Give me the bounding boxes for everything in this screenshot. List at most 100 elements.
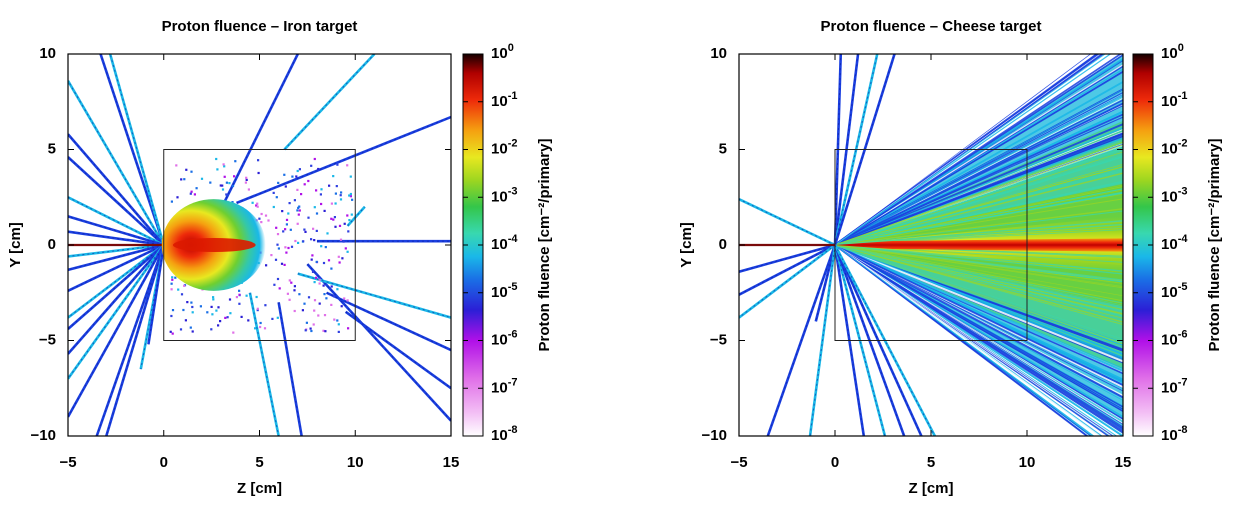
scatter-dot <box>233 175 236 178</box>
scatter-dot <box>318 302 321 305</box>
scatter-dot <box>223 165 226 168</box>
fan-ray-inner <box>834 208 1123 246</box>
scatter-dot <box>283 263 286 266</box>
colorbar-tick-base: 10 <box>491 284 508 301</box>
fan-ray <box>834 54 1099 246</box>
colorbar-tick-base: 10 <box>491 93 508 110</box>
colorbar-tick-base: 10 <box>491 141 508 158</box>
track-line <box>105 244 165 436</box>
fan-ray <box>834 244 1089 436</box>
track-line-texture <box>109 54 165 246</box>
scatter-dot <box>323 314 327 317</box>
scatter-dot <box>256 307 259 310</box>
fan-ray <box>834 54 1106 246</box>
fan-ray <box>834 244 1101 436</box>
scatter-dot <box>282 230 285 233</box>
target-box <box>163 149 356 341</box>
fan-ray-inner <box>834 192 1123 246</box>
scatter-dot <box>244 181 247 184</box>
scatter-dot <box>327 259 331 262</box>
scatter-dot <box>339 194 342 197</box>
colorbar: 10010-110-210-310-410-510-610-710-8Proto… <box>1132 42 1223 444</box>
x-tick-label: 5 <box>255 454 263 471</box>
scatter-dot <box>191 330 194 333</box>
scatter-dot <box>189 326 192 329</box>
scatter-dot <box>263 327 267 330</box>
scatter-dot <box>283 173 286 176</box>
track-line-texture <box>236 116 451 204</box>
scatter-dot <box>176 196 179 199</box>
scatter-dot <box>275 226 278 229</box>
fan-ray <box>834 102 1123 246</box>
colorbar-tick-label: 100 <box>491 42 514 62</box>
track-line-texture <box>767 244 836 436</box>
scatter-dot <box>215 309 218 312</box>
scatter-dot <box>180 178 183 181</box>
track-line-texture <box>100 54 165 246</box>
scatter-dot <box>257 159 260 162</box>
scatter-dot <box>313 309 316 312</box>
fan-ray <box>834 93 1123 246</box>
scatter-dot <box>330 303 333 306</box>
scatter-dot <box>171 278 174 281</box>
scatter-dot <box>293 199 296 202</box>
colorbar-tick-label: 10-5 <box>1161 281 1187 301</box>
scatter-dot <box>330 267 333 270</box>
scatter-dot <box>254 327 257 330</box>
scatter-dot <box>247 319 250 322</box>
scatter-dot <box>245 294 248 297</box>
track-line <box>68 244 165 418</box>
scatter-dot <box>330 285 333 288</box>
scatter-dot <box>171 332 174 335</box>
x-tick-label: 0 <box>160 454 168 471</box>
fan-ray <box>834 244 1123 363</box>
scatter-dot <box>169 330 172 333</box>
colorbar-label: Proton fluence [cm⁻²/primary] <box>1206 139 1223 352</box>
track-line-texture <box>68 80 165 246</box>
y-tick-label: 10 <box>710 45 727 62</box>
colorbar-tick-label: 10-1 <box>491 90 517 110</box>
scatter-dot <box>184 319 187 322</box>
colorbar-tick-exponent: -8 <box>508 424 518 436</box>
fan-ray <box>834 132 1123 246</box>
scatter-dot <box>313 206 316 209</box>
scatter-dot <box>217 324 220 327</box>
scatter-dot <box>332 295 336 298</box>
scatter-dot <box>280 262 284 265</box>
scatter-dot <box>318 282 321 285</box>
target-box <box>834 149 1028 341</box>
scatter-dot <box>276 316 279 319</box>
scatter-dot <box>209 181 212 184</box>
fan-ray-inner <box>834 180 1123 246</box>
fan-ray <box>834 244 1123 421</box>
scatter-dot <box>285 223 288 226</box>
fan-ray-inner <box>834 244 1123 326</box>
scatter-dot <box>170 288 173 291</box>
scatter-dot <box>330 217 333 220</box>
scatter-dot <box>232 331 235 334</box>
scatter-dot <box>315 212 319 215</box>
scatter-dot <box>215 157 218 161</box>
y-tick-label: 0 <box>719 236 727 253</box>
scatter-dot <box>277 247 280 250</box>
scatter-dot <box>190 170 193 173</box>
chart-title: Proton fluence – Cheese target <box>821 18 1042 35</box>
scatter-dot <box>284 228 287 231</box>
colorbar-tick-exponent: -1 <box>1178 90 1188 102</box>
scatter-dot <box>301 309 304 312</box>
scatter-dot <box>287 246 290 250</box>
scatter-dot <box>245 178 248 181</box>
colorbar-tick-exponent: -2 <box>1178 138 1188 150</box>
y-axis-label: Y [cm] <box>7 222 24 268</box>
x-tick-label: 15 <box>1115 454 1132 471</box>
scatter-dot <box>273 283 276 286</box>
fan-ray <box>834 244 1094 436</box>
scatter-dot <box>264 304 267 307</box>
scatter-dot <box>245 176 248 179</box>
scatter-dot <box>170 314 173 318</box>
track-line-texture <box>347 206 366 227</box>
scatter-dot <box>171 309 175 312</box>
scatter-dot <box>276 277 280 281</box>
scatter-dot <box>272 191 275 194</box>
track-line-texture <box>297 273 451 319</box>
